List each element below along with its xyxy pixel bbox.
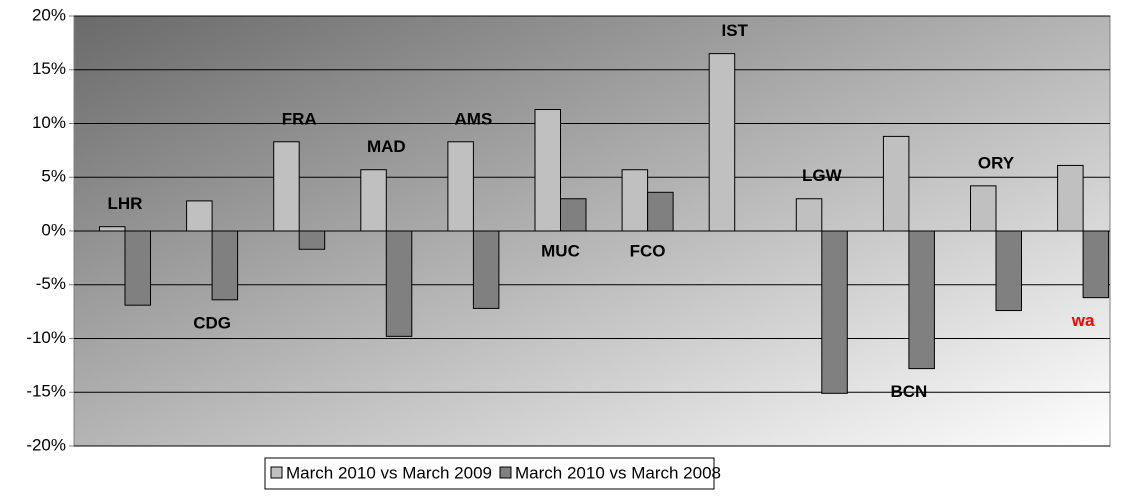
legend-swatch <box>499 466 512 479</box>
y-tick-label: 5% <box>41 167 66 186</box>
bar <box>211 230 239 301</box>
y-tick-label: -5% <box>36 274 66 293</box>
category-label: ORY <box>978 153 1015 172</box>
category-label: FCO <box>630 241 666 260</box>
legend-label: March 2010 vs March 2009 <box>286 463 492 482</box>
bar <box>560 198 587 232</box>
category-label: MUC <box>541 241 580 260</box>
y-tick-label: 20% <box>32 5 66 24</box>
bar <box>995 230 1022 312</box>
bar <box>795 198 823 232</box>
y-tick-label: -20% <box>26 435 66 454</box>
bar <box>124 230 151 306</box>
category-label: MAD <box>367 137 406 156</box>
bar <box>1082 230 1110 299</box>
category-label: LHR <box>108 194 143 213</box>
bar <box>1057 164 1084 232</box>
bar <box>882 135 910 232</box>
bar <box>970 185 997 232</box>
legend-label: March 2010 vs March 2008 <box>515 463 721 482</box>
bar <box>186 200 213 232</box>
bar <box>908 230 935 370</box>
y-tick-label: -15% <box>26 382 66 401</box>
y-tick-label: 0% <box>41 220 66 239</box>
y-tick-label: 10% <box>32 113 66 132</box>
category-label: CDG <box>193 313 231 332</box>
category-label: wa <box>1071 311 1095 330</box>
category-label: IST <box>721 21 748 40</box>
bar <box>298 230 326 250</box>
bar <box>273 141 300 232</box>
category-label: LGW <box>802 166 843 185</box>
bar <box>647 191 674 232</box>
bar <box>385 230 413 337</box>
category-label: BCN <box>890 382 927 401</box>
legend <box>264 457 715 490</box>
bar <box>472 230 500 309</box>
y-tick-label: 15% <box>32 59 66 78</box>
bar <box>447 141 474 232</box>
category-label: AMS <box>455 109 493 128</box>
category-label: FRA <box>282 109 317 128</box>
bar <box>821 230 848 394</box>
bar <box>99 226 126 232</box>
bar <box>621 169 649 232</box>
bar <box>534 109 561 232</box>
y-tick-label: -10% <box>26 328 66 347</box>
bar <box>360 169 387 232</box>
legend-swatch <box>270 466 283 479</box>
bar <box>708 53 736 232</box>
